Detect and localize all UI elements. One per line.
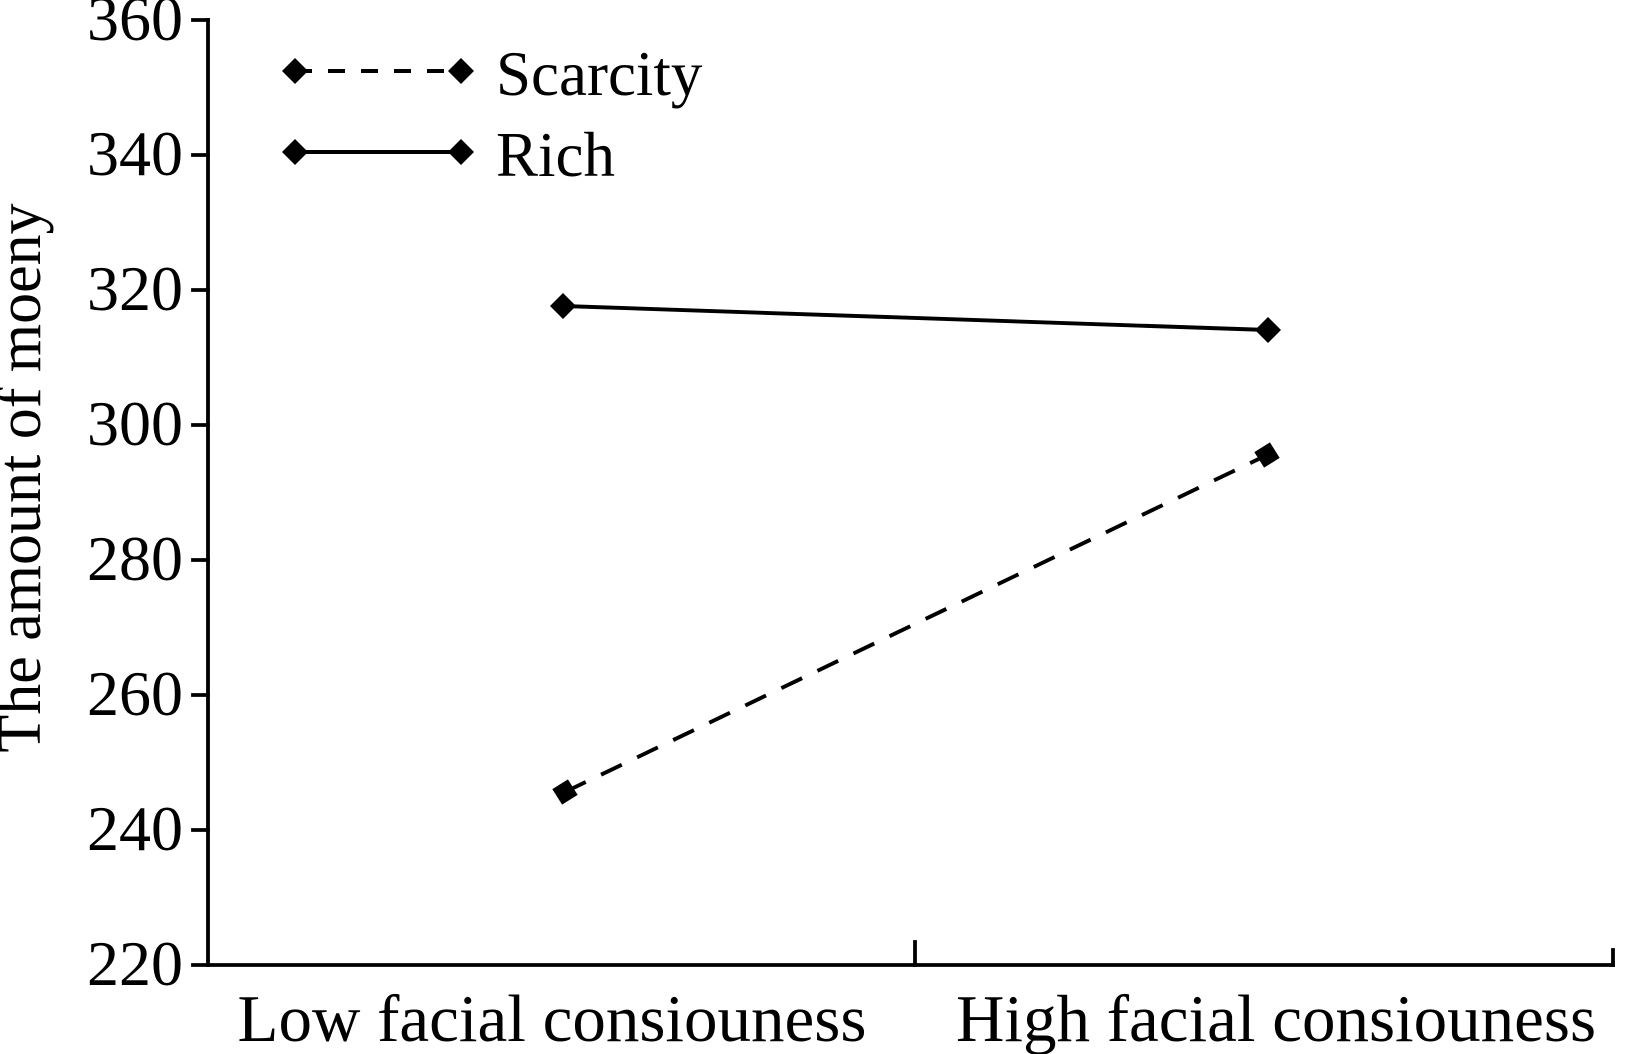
svg-text:240: 240 <box>87 793 183 864</box>
svg-text:260: 260 <box>87 658 183 729</box>
svg-text:Scarcity: Scarcity <box>496 39 703 109</box>
svg-text:High facial consiouness: High facial consiouness <box>956 982 1596 1054</box>
svg-text:360: 360 <box>87 0 183 54</box>
svg-text:Low facial consiouness: Low facial consiouness <box>238 982 867 1054</box>
svg-text:340: 340 <box>87 118 183 189</box>
svg-text:Rich: Rich <box>496 120 615 190</box>
svg-text:300: 300 <box>87 388 183 459</box>
svg-text:220: 220 <box>87 928 183 999</box>
svg-text:320: 320 <box>87 253 183 324</box>
svg-text:280: 280 <box>87 523 183 594</box>
svg-text:The amount of moeny: The amount of moeny <box>0 203 54 752</box>
